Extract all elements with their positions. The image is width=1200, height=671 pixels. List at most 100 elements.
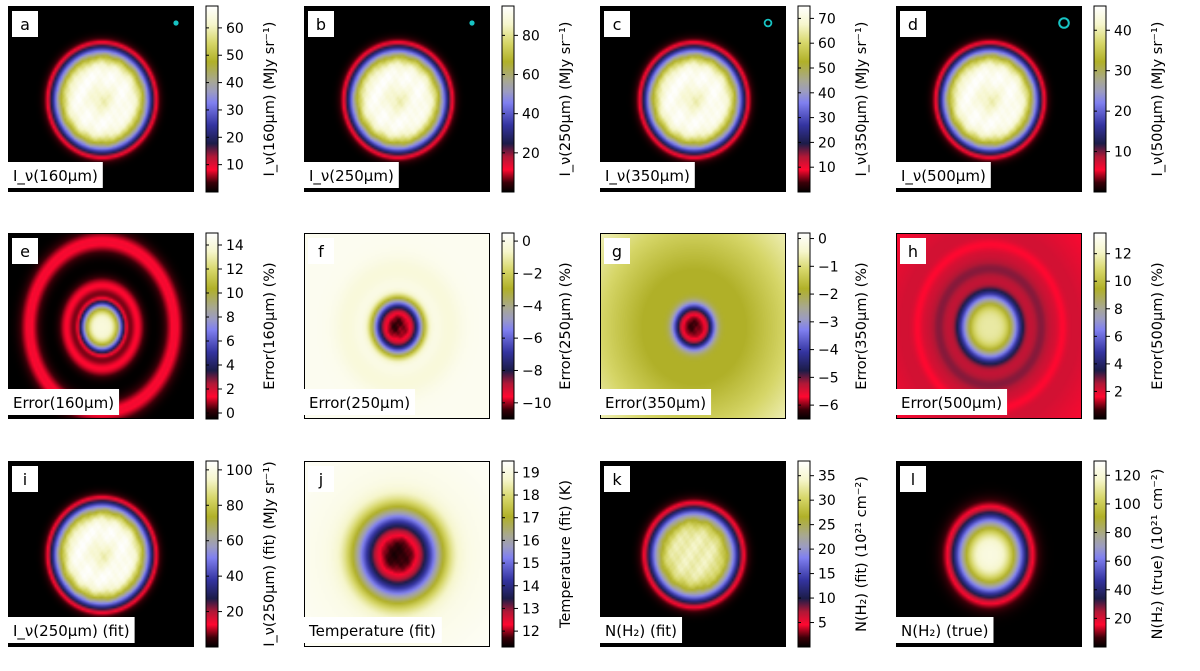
- colorbar: −10 −8 −6 −4 −2 0 Error(250μm) (%): [501, 232, 574, 420]
- colorbar-tick-label: 25: [818, 518, 836, 534]
- colorbar-tick-label: 40: [522, 107, 540, 123]
- colorbar-title: Error(160μm) (%): [262, 262, 278, 389]
- panel-label-group: N(H₂) (fit): [600, 617, 683, 643]
- panel-label: N(H₂) (fit): [605, 622, 677, 640]
- panel-letter: d: [908, 15, 918, 34]
- heatmap-frame: [600, 461, 786, 647]
- colorbar-tick-label: 40: [226, 76, 244, 92]
- heatmap-frame: [8, 461, 194, 647]
- panel-label-group: N(H₂) (true): [896, 617, 994, 643]
- panel-letter: l: [911, 470, 915, 489]
- panel-g: g Error(350μm) −6 −5 −4 −3 −2 −1 0 Error(350μm) (…: [600, 232, 870, 420]
- colorbar-tick-label: 40: [226, 569, 244, 585]
- panel-label: I_ν(160μm): [13, 167, 98, 186]
- colorbar-title: N(H₂) (fit) (10²¹ cm⁻²): [854, 476, 870, 632]
- colorbar-gradient: [501, 460, 515, 648]
- colorbar-gradient: [205, 232, 219, 420]
- panel-label-box: [8, 389, 120, 415]
- colorbar-tick-label: −10: [522, 396, 552, 412]
- heatmap-image: [304, 461, 490, 647]
- heatmap-frame: [304, 6, 490, 192]
- colorbar-gradient: [1093, 232, 1107, 420]
- panel-letter: c: [613, 15, 622, 34]
- colorbar-tick-label: 20: [1114, 611, 1132, 627]
- colorbar: 10 20 30 40 50 60 I_ν(160μm) (MJy sr⁻¹): [205, 5, 278, 193]
- panel-label-box: [8, 162, 103, 188]
- colorbar-tick-label: 2: [1114, 384, 1123, 400]
- colorbar-tick-label: −2: [818, 287, 839, 303]
- colorbar-tick-label: 80: [522, 28, 540, 44]
- colorbar-tick-label: −6: [522, 331, 543, 347]
- panel-label-box: [896, 162, 991, 188]
- panel-label-group: Error(350μm): [600, 389, 712, 415]
- colorbar-tick-label: 8: [226, 310, 235, 326]
- panel-label-box: [8, 617, 135, 643]
- colorbar-tick-label: 10: [226, 286, 244, 302]
- colorbar-tick-label: 60: [226, 21, 244, 37]
- panel-letter: e: [20, 242, 30, 261]
- panel-h: h Error(500μm) 2 4 6 8 10 12 Error(500μm) (%): [896, 232, 1166, 420]
- heatmap-frame: [8, 233, 194, 419]
- panel-label-group: I_ν(250μm) (fit): [8, 617, 135, 643]
- colorbar-title: I_ν(250μm) (MJy sr⁻¹): [558, 22, 574, 177]
- colorbar-tick-label: 10: [818, 591, 836, 607]
- beam-marker: [763, 18, 773, 28]
- panel-letter-box: [604, 11, 630, 37]
- beam-marker: [1058, 17, 1070, 29]
- panel-label: Error(500μm): [901, 394, 1002, 412]
- colorbar-title: Error(250μm) (%): [558, 262, 574, 389]
- colorbar-title: I_ν(250μm) (fit) (MJy sr⁻¹): [262, 461, 278, 647]
- colorbar-tick-label: 6: [1114, 329, 1123, 345]
- panel-label: Temperature (fit): [308, 622, 436, 640]
- panel-letter: b: [316, 15, 326, 34]
- colorbar-tick-label: 19: [522, 465, 540, 481]
- colorbar-tick-label: 60: [522, 68, 540, 84]
- panel-e: e Error(160μm) 0 2 4 6 8 10 12 14 Error(160μm) (%): [8, 232, 278, 422]
- panel-label: N(H₂) (true): [901, 622, 988, 640]
- panel-letter-box: [604, 466, 630, 492]
- panel-label-box: [304, 389, 416, 415]
- colorbar-tick-label: 40: [1114, 583, 1132, 599]
- colorbar-tick-label: 16: [522, 533, 540, 549]
- panel-letter: g: [612, 242, 622, 261]
- panel-label-box: [304, 162, 399, 188]
- colorbar-title: Error(500μm) (%): [1150, 262, 1166, 389]
- colorbar-title: I_ν(500μm) (MJy sr⁻¹): [1150, 22, 1166, 177]
- heatmap-image: [600, 461, 786, 647]
- colorbar-tick-label: 60: [226, 534, 244, 550]
- colorbar-tick-label: 100: [1114, 497, 1141, 513]
- panel-label: I_ν(250μm): [309, 167, 394, 186]
- colorbar-tick-label: 2: [226, 382, 235, 398]
- colorbar-title: N(H₂) (true) (10²¹ cm⁻²): [1150, 469, 1166, 640]
- heatmap-image: [304, 6, 490, 192]
- heatmap-frame: [896, 6, 1082, 192]
- colorbar-tick-label: 20: [818, 135, 836, 151]
- colorbar-tick-label: 18: [522, 488, 540, 504]
- colorbar-tick-label: 8: [1114, 302, 1123, 318]
- heatmap-image: [600, 233, 786, 419]
- heatmap-frame: [304, 233, 490, 419]
- panel-label: Error(160μm): [13, 394, 114, 412]
- colorbar: 12 13 14 15 16 17 18 19 Temperature (fit) (K): [501, 460, 574, 648]
- colorbar-gradient: [1093, 460, 1107, 648]
- panel-label-group: Error(160μm): [8, 389, 120, 415]
- panel-label-group: I_ν(250μm): [304, 162, 399, 188]
- heatmap-image: [8, 461, 194, 647]
- colorbar-tick-label: 60: [1114, 554, 1132, 570]
- colorbar-tick-label: 14: [226, 238, 244, 254]
- panel-f: f Error(250μm) −10 −8 −6 −4 −2 0 Error(250μm) (%…: [304, 232, 574, 420]
- heatmap-image: [8, 233, 194, 419]
- colorbar-tick-label: 12: [1114, 247, 1132, 263]
- colorbar-tick-label: 15: [522, 556, 540, 572]
- colorbar-tick-label: 15: [818, 567, 836, 583]
- colorbar-tick-label: −6: [818, 398, 839, 414]
- colorbar-gradient: [797, 460, 811, 648]
- panel-label-group: Error(250μm): [304, 389, 416, 415]
- panel-label: I_ν(350μm): [605, 167, 690, 186]
- colorbar: 20 40 60 80 100 I_ν(250μm) (fit) (MJy sr⁻¹): [205, 460, 278, 648]
- colorbar-tick-label: −2: [522, 266, 543, 282]
- colorbar-tick-label: −4: [818, 343, 839, 359]
- heatmap-image: [600, 6, 786, 192]
- colorbar-tick-label: 10: [226, 158, 244, 174]
